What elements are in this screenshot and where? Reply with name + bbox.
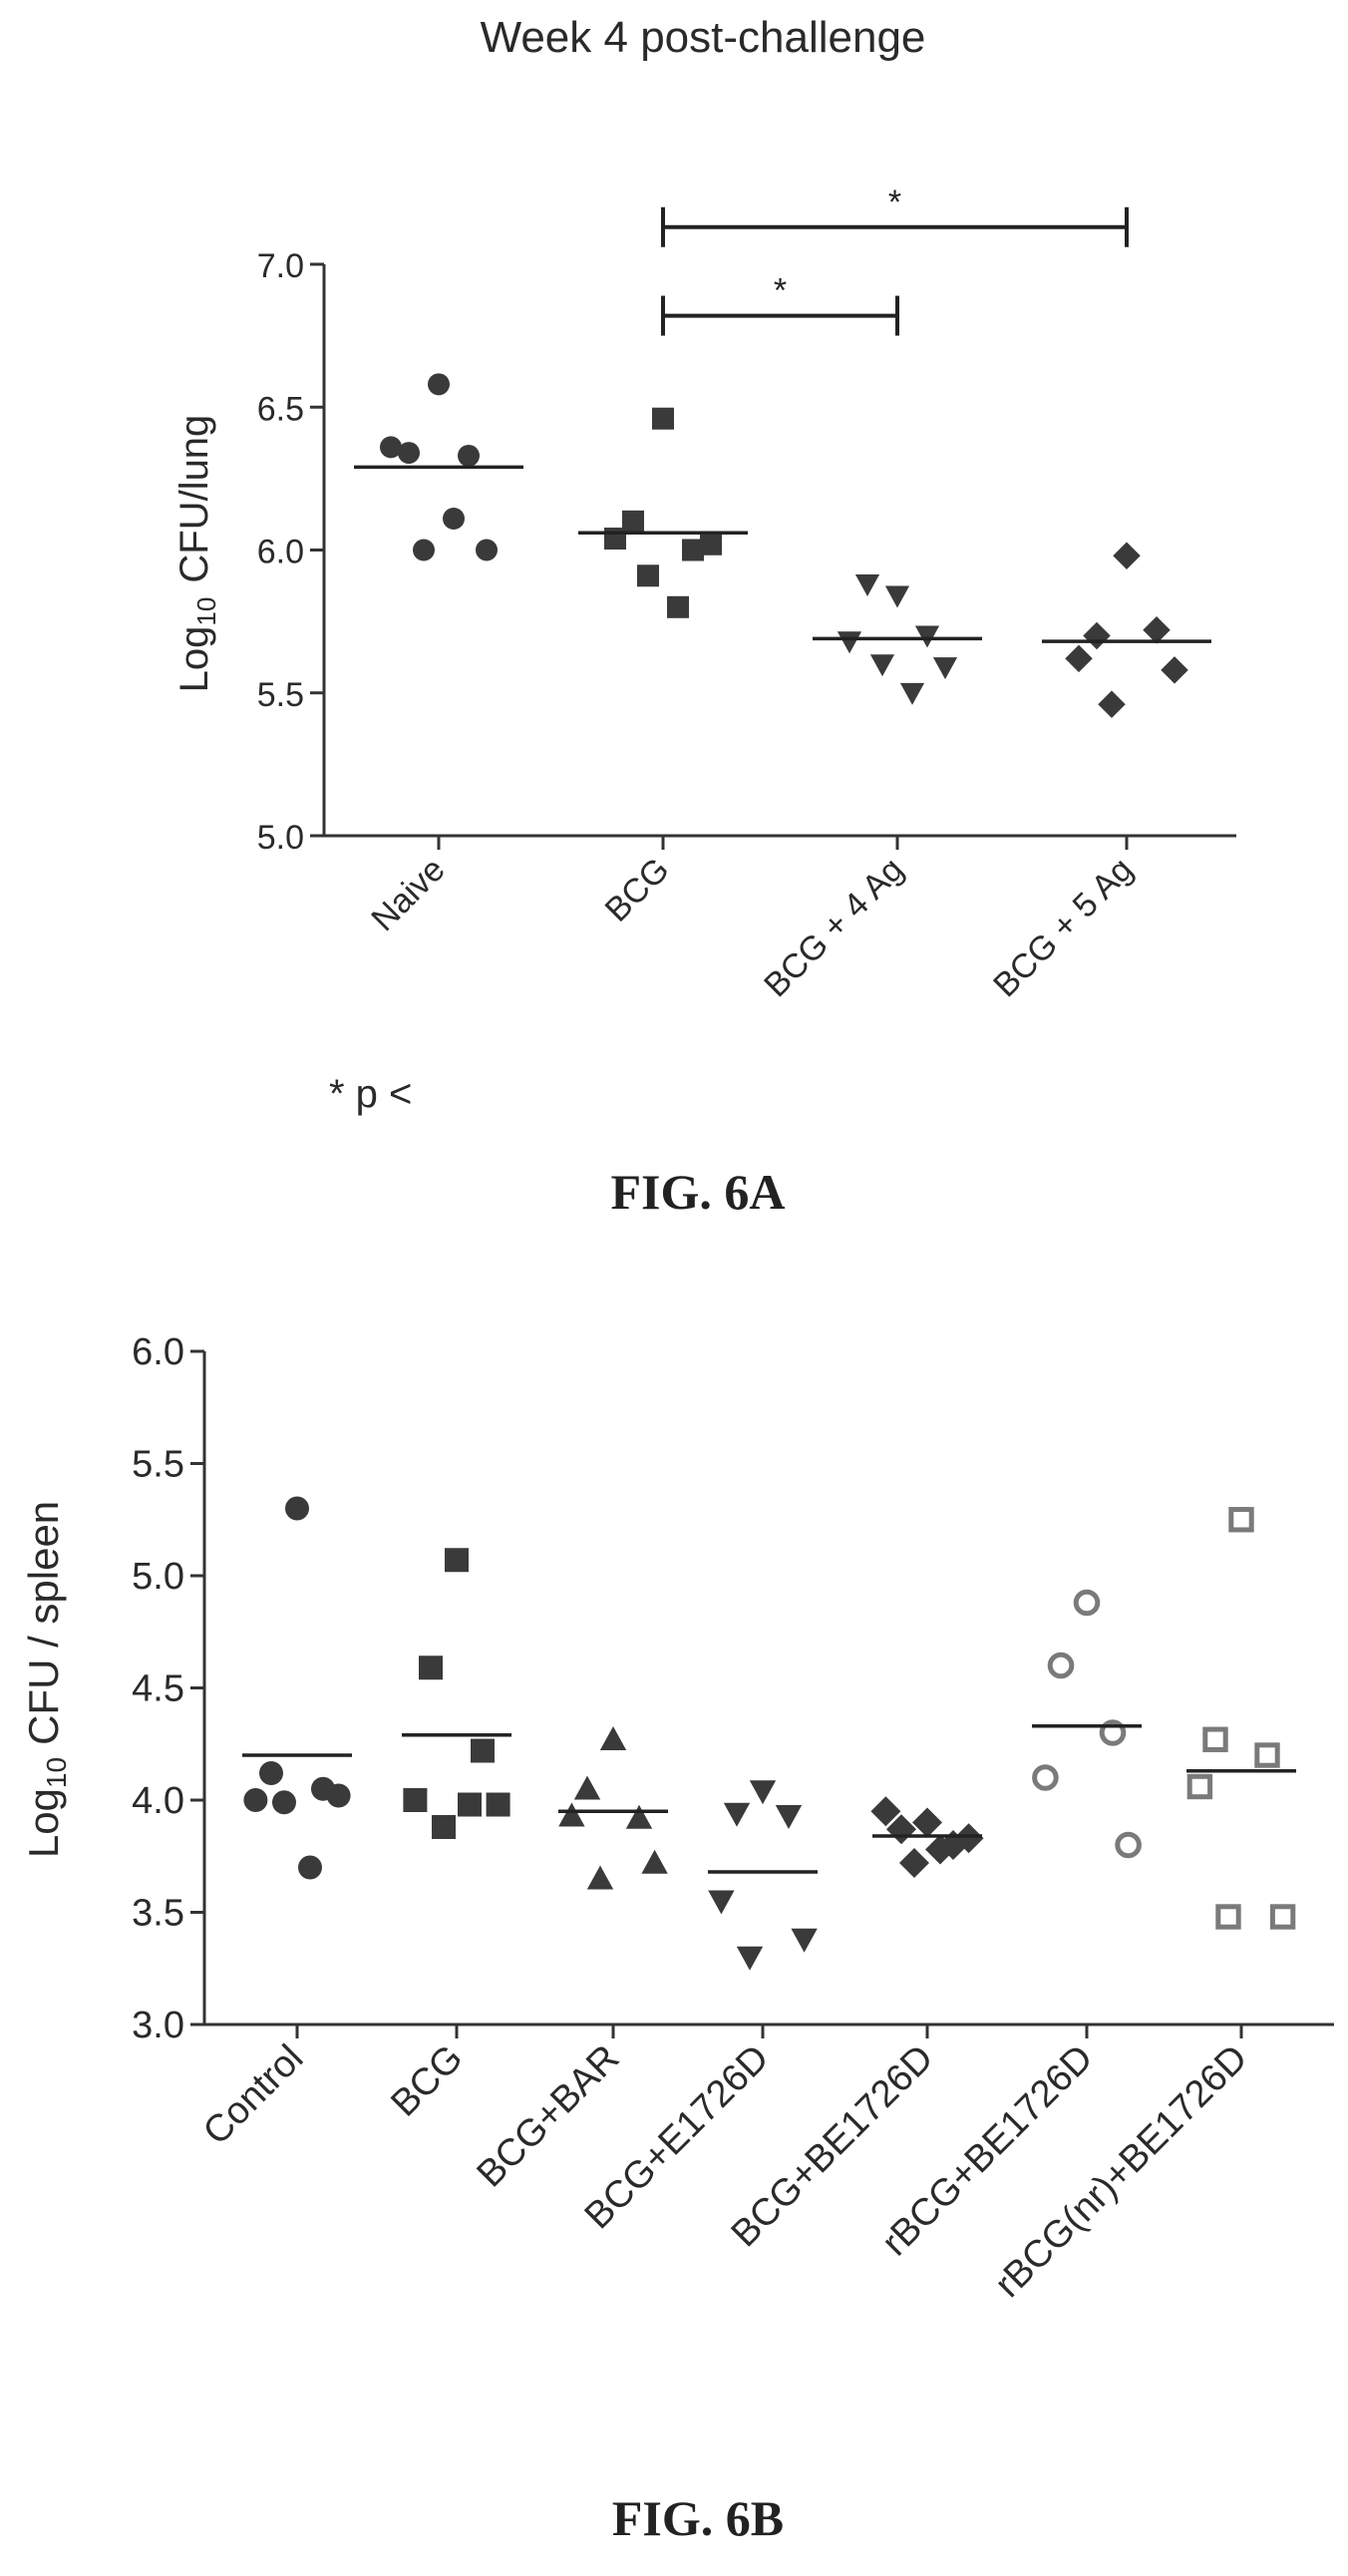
data-point	[1215, 1904, 1241, 1930]
x-tick-label: rBCG(nr)+BE1726D	[987, 2037, 1255, 2306]
chart-6b-caption: FIG. 6B	[612, 2490, 784, 2546]
data-point	[259, 1761, 283, 1785]
x-tick-label: BCG	[383, 2037, 471, 2125]
data-point	[471, 1738, 495, 1763]
data-point	[837, 631, 862, 654]
data-point	[599, 1726, 627, 1751]
y-tick-label: 5.0	[257, 819, 304, 857]
data-point	[723, 1802, 751, 1827]
significance-label: *	[774, 272, 787, 310]
data-point	[749, 1780, 777, 1805]
x-tick-label: BCG	[598, 851, 677, 929]
x-tick-label: BCG + 5 Ag	[986, 851, 1141, 1005]
data-point	[476, 539, 498, 561]
data-point	[573, 1775, 601, 1800]
data-point	[622, 510, 644, 533]
data-point	[899, 682, 925, 705]
data-point	[914, 625, 940, 648]
data-point	[1073, 1589, 1101, 1617]
data-point	[486, 1792, 510, 1817]
x-tick-label: BCG+BAR	[469, 2037, 627, 2196]
data-point	[641, 1849, 668, 1874]
data-point	[870, 1796, 901, 1827]
data-point	[1113, 542, 1141, 569]
data-point	[243, 1788, 268, 1812]
data-point	[708, 1890, 735, 1915]
y-tick-label: 7.0	[257, 247, 304, 285]
chart-6a-footnote: * p <	[329, 1072, 412, 1116]
data-point	[1065, 644, 1093, 673]
significance-label: *	[888, 184, 901, 221]
data-point	[700, 533, 722, 555]
y-tick-label: 5.0	[132, 1556, 184, 1598]
data-point	[854, 573, 880, 596]
data-point	[419, 1656, 443, 1680]
data-point	[443, 507, 465, 530]
data-point	[1228, 1507, 1254, 1533]
data-point	[1115, 1831, 1142, 1859]
data-point	[775, 1804, 803, 1829]
data-point	[586, 1865, 614, 1890]
data-point	[1161, 656, 1188, 684]
data-point	[925, 1834, 955, 1865]
y-tick-label: 5.5	[132, 1444, 184, 1486]
data-point	[932, 657, 958, 680]
y-tick-label: 4.0	[132, 1780, 184, 1822]
x-tick-label: Naive	[364, 851, 452, 938]
data-point	[667, 595, 689, 618]
data-point	[884, 585, 910, 608]
data-point	[736, 1946, 764, 1971]
data-point	[912, 1807, 942, 1838]
data-point	[1186, 1773, 1213, 1800]
data-point	[1032, 1764, 1059, 1791]
data-point	[272, 1790, 296, 1815]
data-point	[604, 528, 626, 551]
data-point	[428, 373, 450, 396]
data-point	[1098, 690, 1126, 718]
data-point	[899, 1848, 929, 1878]
chart-6b: Log10CFU / spleen 3.03.54.04.55.05.56.0 …	[20, 1331, 1334, 2546]
data-point	[953, 1823, 984, 1854]
data-point	[445, 1548, 469, 1573]
data-point	[298, 1855, 322, 1880]
data-point	[1254, 1742, 1280, 1768]
y-tick-label: 4.5	[132, 1668, 184, 1710]
data-point	[458, 444, 480, 467]
y-tick-label: 3.0	[132, 2005, 184, 2046]
chart-6a-y-axis-label: Log10CFU/lung	[172, 415, 221, 693]
chart-6a-caption: FIG. 6A	[611, 1164, 786, 1220]
data-point	[869, 654, 895, 677]
data-point	[652, 407, 674, 430]
data-point	[791, 1928, 818, 1953]
chart-6a-title: Week 4 post-challenge	[481, 13, 926, 62]
data-point	[458, 1792, 482, 1817]
y-tick-label: 6.5	[257, 390, 304, 428]
x-tick-label: Control	[195, 2037, 311, 2153]
y-tick-label: 5.5	[257, 676, 304, 714]
data-point	[403, 1788, 428, 1812]
data-point	[1083, 621, 1111, 650]
data-point	[398, 442, 420, 465]
data-point	[1269, 1904, 1296, 1930]
y-tick-label: 3.5	[132, 1893, 184, 1935]
data-point	[625, 1804, 653, 1829]
x-tick-label: BCG + 4 Ag	[757, 851, 911, 1005]
data-point	[432, 1815, 456, 1839]
y-tick-label: 6.0	[257, 534, 304, 571]
data-point	[326, 1783, 351, 1808]
data-point	[637, 564, 659, 587]
data-point	[285, 1496, 309, 1521]
data-point	[413, 539, 435, 561]
data-point	[1202, 1726, 1228, 1752]
data-point	[1047, 1652, 1075, 1679]
data-point	[558, 1802, 585, 1827]
y-tick-label: 6.0	[132, 1331, 184, 1373]
data-point	[380, 436, 402, 459]
chart-6b-y-axis-label: Log10CFU / spleen	[20, 1501, 72, 1858]
data-point	[682, 539, 704, 561]
chart-6a: Week 4 post-challenge Log10CFU/lung 5.0 5…	[172, 13, 1236, 1220]
data-point	[1143, 615, 1171, 644]
